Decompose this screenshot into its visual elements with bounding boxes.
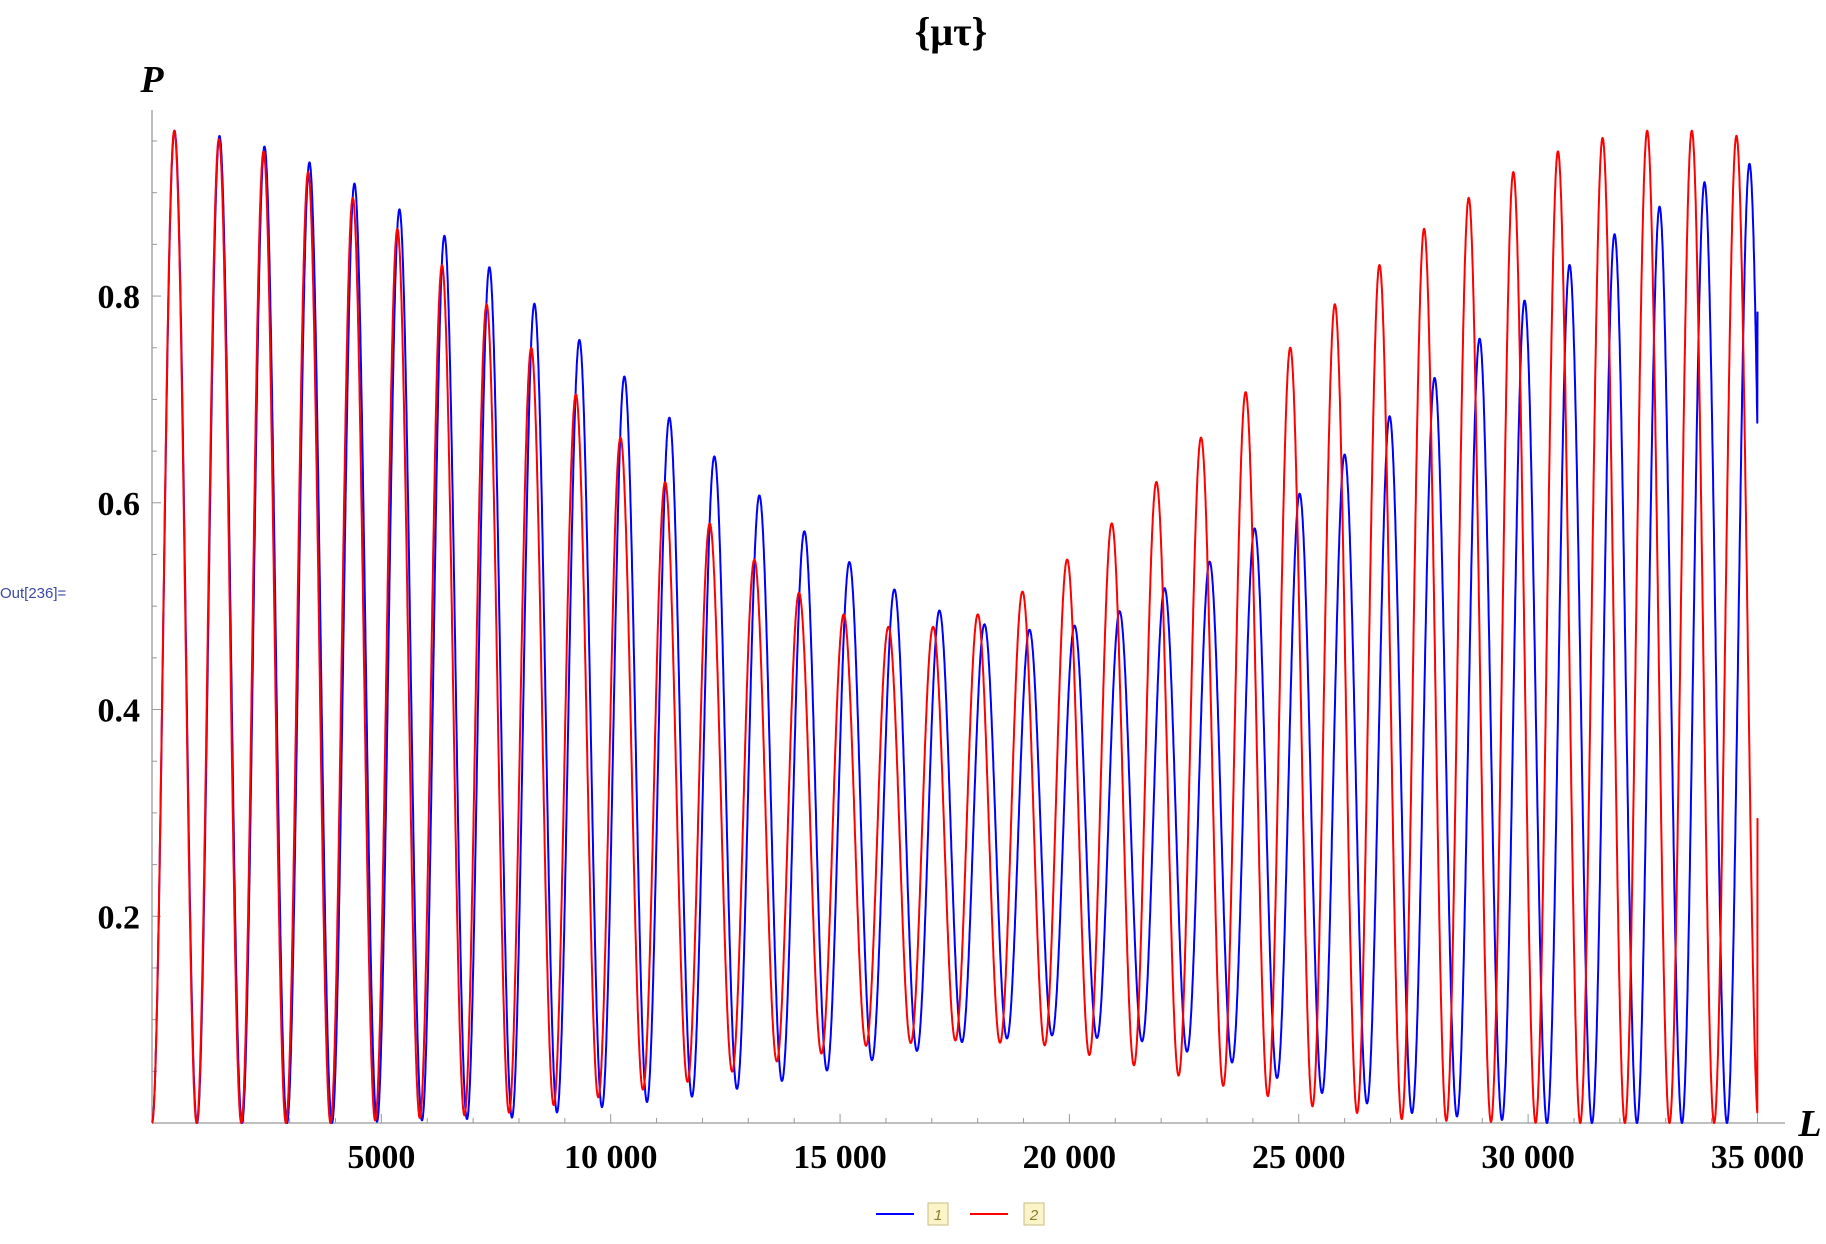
x-tick-label: 15 000 [793,1139,887,1176]
series-layer [151,129,1759,1124]
legend-label-box-series-2 [1023,1202,1045,1226]
axes: 5000 10 000 15 000 20 000 25 000 30 000 35 000… [98,110,1805,1176]
legend-label-box-series-1 [927,1202,949,1226]
output-cell-label: Out[236]= [0,585,67,602]
x-tick-label: 5000 [347,1139,415,1176]
legend-label-series-2: 2 [1029,1207,1039,1224]
y-tick-label: 0.2 [98,899,141,936]
series-line-1 [151,129,1759,1124]
x-tick-label: 30 000 [1481,1139,1575,1176]
x-tick-label: 25 000 [1252,1139,1346,1176]
x-axis-title: L [1797,1103,1821,1145]
x-tick-label: 20 000 [1023,1139,1117,1176]
legend-label-series-1: 1 [934,1207,942,1224]
chart-title: {μτ} [915,9,988,54]
legend: 1 2 [876,1202,1045,1226]
x-tick-label: 35 000 [1711,1139,1805,1176]
series-line-2 [151,129,1759,1124]
y-tick-label: 0.8 [98,279,141,316]
y-axis-title: P [139,59,164,101]
x-tick-label: 10 000 [564,1139,658,1176]
y-tick-label: 0.6 [98,486,141,523]
y-tick-label: 0.4 [98,693,141,730]
